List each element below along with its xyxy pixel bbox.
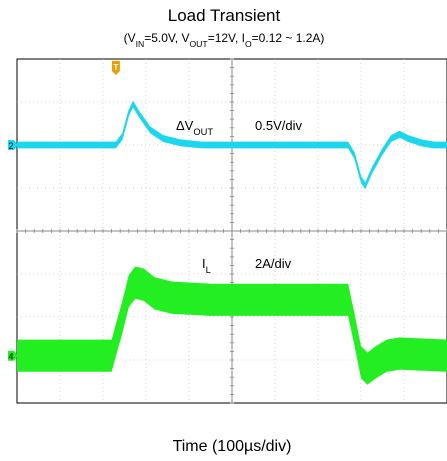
trace-line — [17, 102, 447, 188]
trace-labels: ΔVOUT 0.5V/div IL 2A/div — [176, 118, 302, 275]
trace-vout — [17, 100, 447, 190]
subscript: OUT — [193, 127, 213, 137]
channel-number: 4 — [8, 352, 13, 362]
graticule — [16, 58, 447, 404]
series-name: IL — [202, 256, 211, 275]
subscript: O — [245, 39, 252, 49]
subscript: L — [206, 265, 211, 275]
channel-markers: 2 4 T — [8, 61, 120, 362]
text-part: (V — [124, 31, 136, 45]
trigger-marker-shape — [111, 61, 120, 75]
subscript: OUT — [189, 39, 208, 49]
channel-4-marker — [8, 350, 18, 361]
x-axis-label: Time (100µs/div) — [173, 438, 292, 455]
trigger-marker: T — [111, 61, 120, 75]
subscript: IN — [136, 39, 145, 49]
chart-title: Load Transient — [168, 6, 281, 25]
series-scale: 2A/div — [255, 256, 292, 271]
text-part: =12V, I — [208, 31, 245, 45]
text-part: ΔV — [176, 118, 194, 133]
trace-line — [17, 281, 447, 370]
trace-il — [17, 266, 447, 385]
text-part: I — [202, 256, 206, 271]
scope-screen: 2 4 T ΔVOUT 0.5V/div IL 2A/div — [8, 58, 447, 404]
trigger-marker-label: T — [113, 63, 118, 72]
channel-number: 2 — [8, 141, 13, 151]
text-part: =0.12 ~ 1.2A) — [252, 31, 325, 45]
trace-band — [17, 266, 447, 385]
series-name: ΔVOUT — [176, 118, 213, 137]
channel-2-marker — [8, 140, 18, 150]
series-scale: 0.5V/div — [255, 118, 302, 133]
traces — [17, 100, 447, 385]
chart-subtitle: (VIN=5.0V, VOUT=12V, IO=0.12 ~ 1.2A) — [124, 31, 325, 49]
text-part: =5.0V, V — [144, 31, 189, 45]
